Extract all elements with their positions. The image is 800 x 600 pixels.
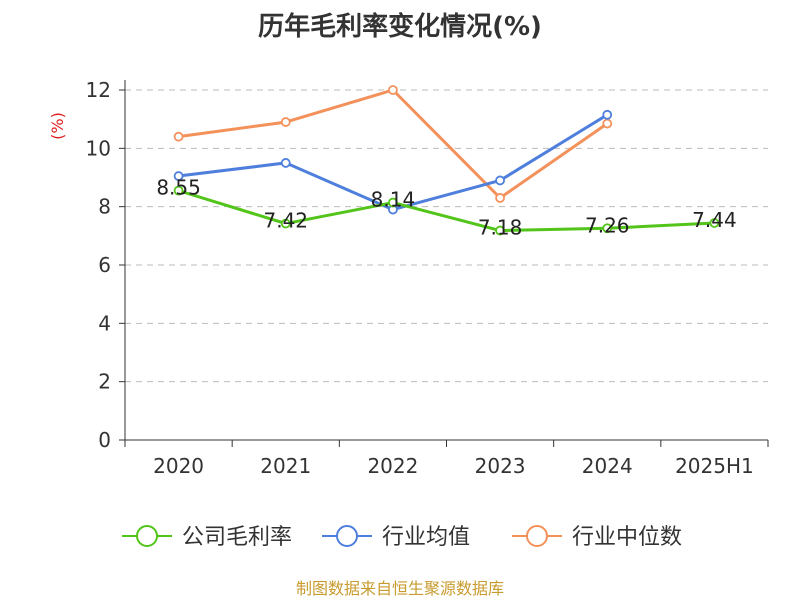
legend-label: 行业中位数 [572, 525, 682, 550]
data-point [280, 117, 291, 127]
y-tick-label: 4 [98, 311, 111, 335]
legend-label: 行业均值 [382, 525, 470, 550]
y-tick-label: 8 [98, 195, 111, 219]
legend: 公司毛利率 行业均值 行业中位数 [122, 525, 682, 550]
x-tick-label: 2022 [367, 454, 418, 478]
data-point [173, 131, 184, 142]
legend-marker [136, 525, 158, 547]
source-text: 制图数据来自恒生聚源数据库 [296, 579, 504, 598]
data-label: 8.55 [156, 176, 201, 200]
y-tick-label: 0 [98, 428, 111, 452]
legend-item[interactable]: 行业中位数 [512, 525, 682, 550]
data-label: 7.26 [585, 213, 630, 237]
chart-title: 历年毛利率变化情况(%) [258, 11, 542, 42]
legend-item[interactable]: 行业均值 [322, 525, 470, 550]
data-point [280, 158, 291, 168]
data-point [173, 185, 184, 196]
legend-marker [336, 525, 358, 547]
x-tick-label: 2025H1 [675, 454, 754, 478]
data-point [495, 175, 505, 186]
legend-item[interactable]: 公司毛利率 [122, 525, 292, 550]
data-label: 7.18 [478, 216, 523, 240]
y-axis-label: (%) [48, 112, 67, 140]
y-tick-label: 12 [86, 78, 111, 102]
grid-lines [125, 89, 768, 383]
data-point [280, 218, 291, 229]
y-tick-label: 10 [86, 136, 111, 160]
data-point [495, 225, 505, 236]
data-point [602, 109, 613, 120]
data-point [388, 85, 398, 95]
data-point [388, 197, 398, 208]
x-tick-label: 2024 [582, 454, 633, 478]
data-point [709, 218, 720, 228]
y-tick-label: 6 [98, 253, 111, 277]
data-label: 7.44 [692, 208, 737, 232]
data-labels: 8.55 7.42 8.14 7.18 7.26 7.44 [156, 176, 736, 240]
data-label: 7.42 [263, 209, 308, 233]
legend-label: 公司毛利率 [182, 525, 292, 550]
x-tick-label: 2020 [153, 454, 204, 478]
data-point [173, 171, 184, 181]
series-group [173, 85, 720, 236]
legend-marker [526, 525, 548, 547]
data-point [495, 193, 505, 203]
x-tick-label: 2023 [475, 454, 526, 478]
series-line [178, 88, 609, 200]
y-tick-label: 2 [98, 370, 111, 394]
axes: 0 2 4 6 8 10 12 2020 2021 2022 2023 2024 2025H1 [86, 78, 769, 478]
data-point [602, 223, 613, 234]
data-point [602, 118, 613, 129]
x-tick-label: 2021 [260, 454, 311, 478]
series-line [178, 189, 715, 233]
data-label: 8.14 [371, 188, 416, 212]
